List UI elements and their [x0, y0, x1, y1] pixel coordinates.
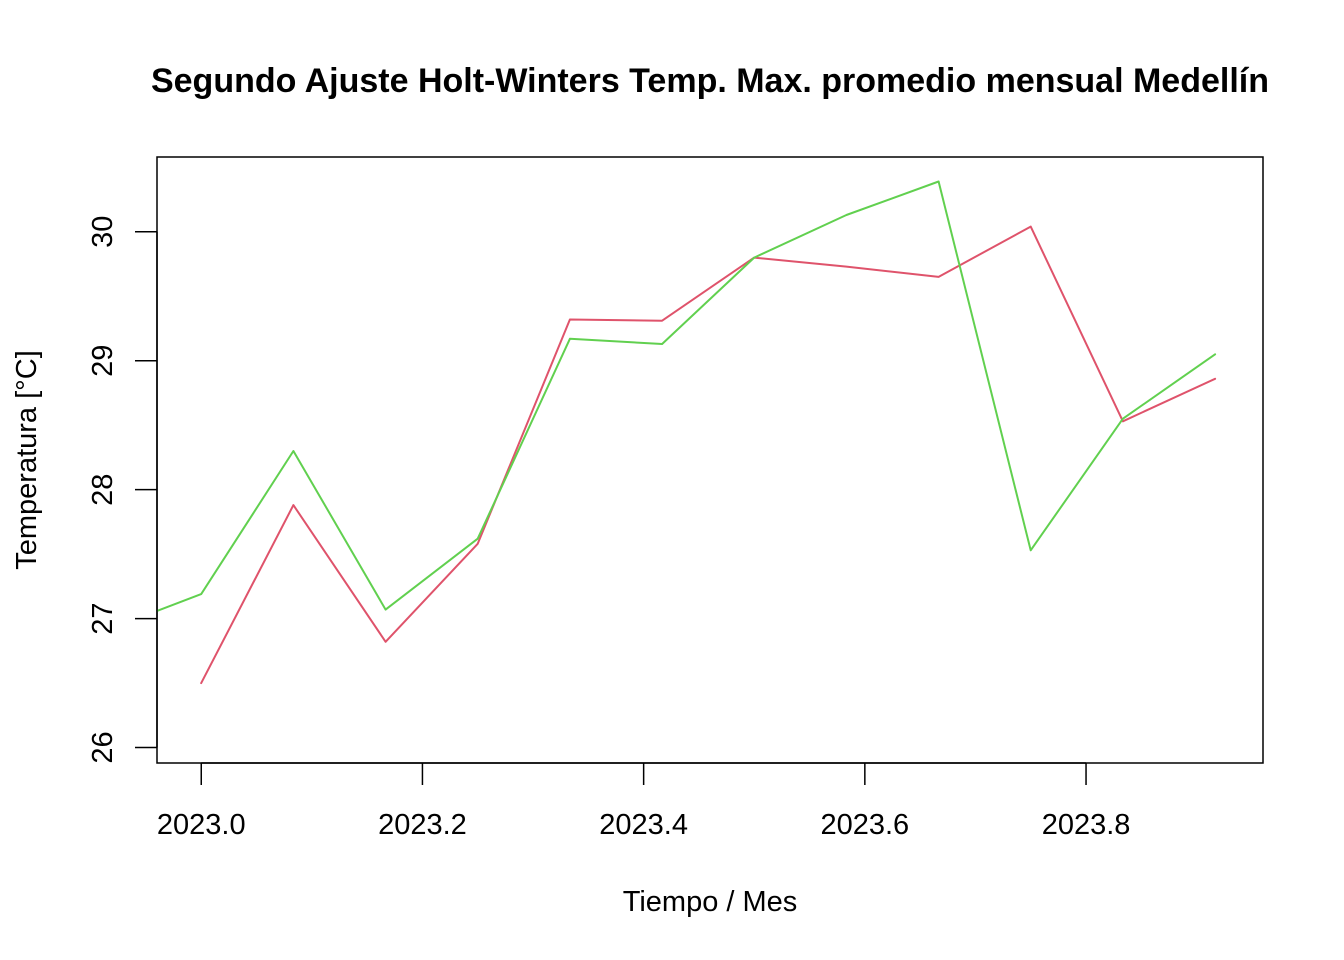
y-tick-label: 30: [87, 216, 119, 248]
x-tick-label: 2023.0: [157, 809, 246, 841]
chart-title: Segundo Ajuste Holt-Winters Temp. Max. p…: [151, 62, 1269, 100]
series-line-1: [200, 225, 1217, 685]
x-axis-label: Tiempo / Mes: [623, 886, 798, 918]
x-tick-label: 2023.4: [599, 809, 688, 841]
x-tick-label: 2023.2: [378, 809, 467, 841]
x-tick-label: 2023.6: [820, 809, 909, 841]
y-tick-label: 26: [87, 731, 119, 763]
series-layer: [157, 180, 1217, 685]
y-tick-label: 27: [87, 602, 119, 634]
x-axis: 2023.0 2023.2 2023.4 2023.6 2023.8: [157, 762, 1131, 841]
y-tick-label: 28: [87, 474, 119, 506]
y-tick-label: 29: [87, 345, 119, 377]
plot-frame: [156, 156, 1264, 764]
y-axis: 26 27 28 29 30: [87, 216, 158, 764]
series-line-2: [157, 180, 1217, 612]
y-axis-label: Temperatura [°C]: [11, 350, 43, 570]
x-tick-label: 2023.8: [1042, 809, 1131, 841]
